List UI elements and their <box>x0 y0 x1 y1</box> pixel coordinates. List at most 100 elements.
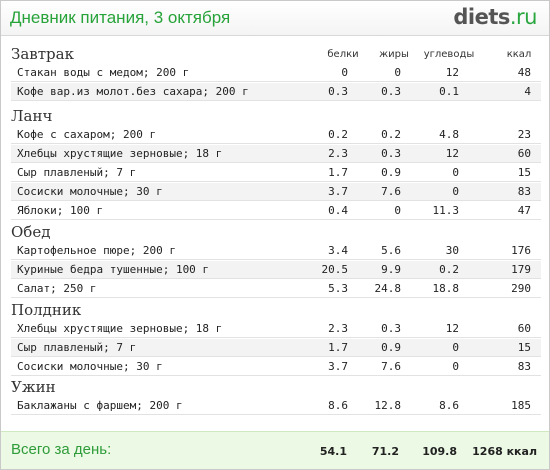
food-kcal-value: 290 <box>511 282 531 295</box>
food-carbs-value: 4.8 <box>439 128 459 141</box>
food-name: Хлебцы хрустящие зерновые; 18 г <box>17 147 223 160</box>
food-name: Баклажаны с фаршем; 200 г <box>17 399 183 412</box>
daily-total: Всего за день: 54.1 71.2 109.8 1268 ккал <box>1 431 549 469</box>
food-row: Салат; 250 г 5.3 24.8 18.8 290 <box>11 280 541 298</box>
meal-name: Полдник <box>11 301 82 319</box>
food-carbs-value: 12 <box>445 147 459 160</box>
food-fats-value: 0.9 <box>381 341 401 354</box>
food-row: Сыр плавленый; 7 г 1.7 0.9 0 15 <box>11 164 541 182</box>
food-row: Хлебцы хрустящие зерновые; 18 г 2.3 0.3 12 6… <box>11 145 541 163</box>
food-kcal-value: 23 <box>517 128 531 141</box>
meal-name: Ужин <box>11 378 56 396</box>
food-carbs-value: 0 <box>452 185 459 198</box>
col-kcal-header: ккал <box>506 49 532 60</box>
meal-section-header: Обед <box>11 221 541 243</box>
food-proteins-value: 0 <box>341 66 348 79</box>
food-proteins-value: 5.3 <box>328 282 348 295</box>
food-proteins-value: 0.2 <box>328 128 348 141</box>
food-kcal-value: 4 <box>524 85 531 98</box>
food-carbs-value: 30 <box>445 244 459 257</box>
food-name: Яблоки; 100 г <box>17 204 104 217</box>
food-proteins-value: 8.6 <box>328 399 348 412</box>
food-row: Сыр плавленый; 7 г 1.7 0.9 0 15 <box>11 339 541 357</box>
food-fats-value: 0.2 <box>381 128 401 141</box>
food-name: Кофе вар.из молот.без сахара; 200 г <box>17 85 249 98</box>
food-fats-value: 0.3 <box>381 322 401 335</box>
total-kcal: 1268 ккал <box>472 445 537 458</box>
food-row: Картофельное пюре; 200 г 3.4 5.6 30 176 <box>11 242 541 260</box>
food-kcal-value: 179 <box>511 263 531 276</box>
food-name: Кофе с сахаром; 200 г <box>17 128 157 141</box>
food-name: Стакан воды с медом; 200 г <box>17 66 190 79</box>
food-carbs-value: 11.3 <box>432 204 460 217</box>
food-proteins-value: 1.7 <box>328 166 348 179</box>
page-title: Дневник питания, 3 октября <box>10 8 231 27</box>
food-name: Салат; 250 г <box>17 282 97 295</box>
food-kcal-value: 47 <box>517 204 531 217</box>
food-proteins-value: 0.4 <box>328 204 348 217</box>
food-kcal-value: 15 <box>517 166 531 179</box>
food-row: Куриные бедра тушенные; 100 г 20.5 9.9 0.2 1… <box>11 261 541 279</box>
food-fats-value: 5.6 <box>381 244 401 257</box>
food-row: Хлебцы хрустящие зерновые; 18 г 2.3 0.3 12 6… <box>11 320 541 338</box>
food-row: Сосиски молочные; 30 г 3.7 7.6 0 83 <box>11 183 541 201</box>
food-carbs-value: 12 <box>445 66 459 79</box>
food-carbs-value: 0 <box>452 341 459 354</box>
food-carbs-value: 0 <box>452 360 459 373</box>
food-proteins-value: 2.3 <box>328 147 348 160</box>
food-row: Сосиски молочные; 30 г 3.7 7.6 0 83 <box>11 358 541 376</box>
food-name: Сосиски молочные; 30 г <box>17 185 163 198</box>
food-fats-value: 7.6 <box>381 185 401 198</box>
food-kcal-value: 83 <box>517 185 531 198</box>
food-kcal-value: 60 <box>517 322 531 335</box>
col-proteins-header: белки <box>327 49 359 60</box>
food-row: Яблоки; 100 г 0.4 0 11.3 47 <box>11 202 541 220</box>
food-name: Сосиски молочные; 30 г <box>17 360 163 373</box>
food-name: Куриные бедра тушенные; 100 г <box>17 263 210 276</box>
food-row: Кофе с сахаром; 200 г 0.2 0.2 4.8 23 <box>11 126 541 144</box>
food-proteins-value: 20.5 <box>321 263 349 276</box>
food-carbs-value: 0.2 <box>439 263 459 276</box>
meal-section-header: Ланч <box>11 105 541 127</box>
total-label: Всего за день: <box>11 441 112 458</box>
meal-name: Завтрак <box>11 45 74 63</box>
meal-section-header: Полдник <box>11 299 541 321</box>
col-fats-header: жиры <box>379 49 409 60</box>
food-name: Сыр плавленый; 7 г <box>17 341 137 354</box>
food-fats-value: 0 <box>394 66 401 79</box>
site-logo[interactable]: diets.ru <box>453 5 537 29</box>
food-name: Картофельное пюре; 200 г <box>17 244 176 257</box>
food-kcal-value: 15 <box>517 341 531 354</box>
food-kcal-value: 83 <box>517 360 531 373</box>
food-fats-value: 0.3 <box>381 147 401 160</box>
total-proteins: 54.1 <box>319 445 347 458</box>
food-kcal-value: 48 <box>517 66 531 79</box>
food-row: Кофе вар.из молот.без сахара; 200 г 0.3 0.… <box>11 83 541 101</box>
food-name: Сыр плавленый; 7 г <box>17 166 137 179</box>
food-proteins-value: 0.3 <box>328 85 348 98</box>
food-proteins-value: 3.7 <box>328 360 348 373</box>
food-proteins-value: 2.3 <box>328 322 348 335</box>
food-fats-value: 0 <box>394 204 401 217</box>
diary-header: Дневник питания, 3 октября diets.ru <box>1 1 549 36</box>
food-fats-value: 12.8 <box>374 399 402 412</box>
food-proteins-value: 3.4 <box>328 244 348 257</box>
food-fats-value: 7.6 <box>381 360 401 373</box>
food-kcal-value: 176 <box>511 244 531 257</box>
total-carbs: 109.8 <box>422 445 457 458</box>
meal-name: Обед <box>11 223 51 241</box>
col-carbs-header: углеводы <box>423 49 475 60</box>
meal-name: Ланч <box>11 107 53 125</box>
food-kcal-value: 60 <box>517 147 531 160</box>
food-fats-value: 0.9 <box>381 166 401 179</box>
meal-section-header: Завтрак белки жиры углеводы ккал <box>11 43 541 65</box>
food-carbs-value: 0.1 <box>439 85 459 98</box>
food-row: Стакан воды с медом; 200 г 0 0 12 48 <box>11 64 541 82</box>
food-kcal-value: 185 <box>511 399 531 412</box>
logo-text: diets <box>453 5 510 29</box>
logo-suffix: .ru <box>509 5 538 29</box>
food-fats-value: 9.9 <box>381 263 401 276</box>
meal-section-header: Ужин <box>11 376 541 398</box>
food-carbs-value: 8.6 <box>439 399 459 412</box>
